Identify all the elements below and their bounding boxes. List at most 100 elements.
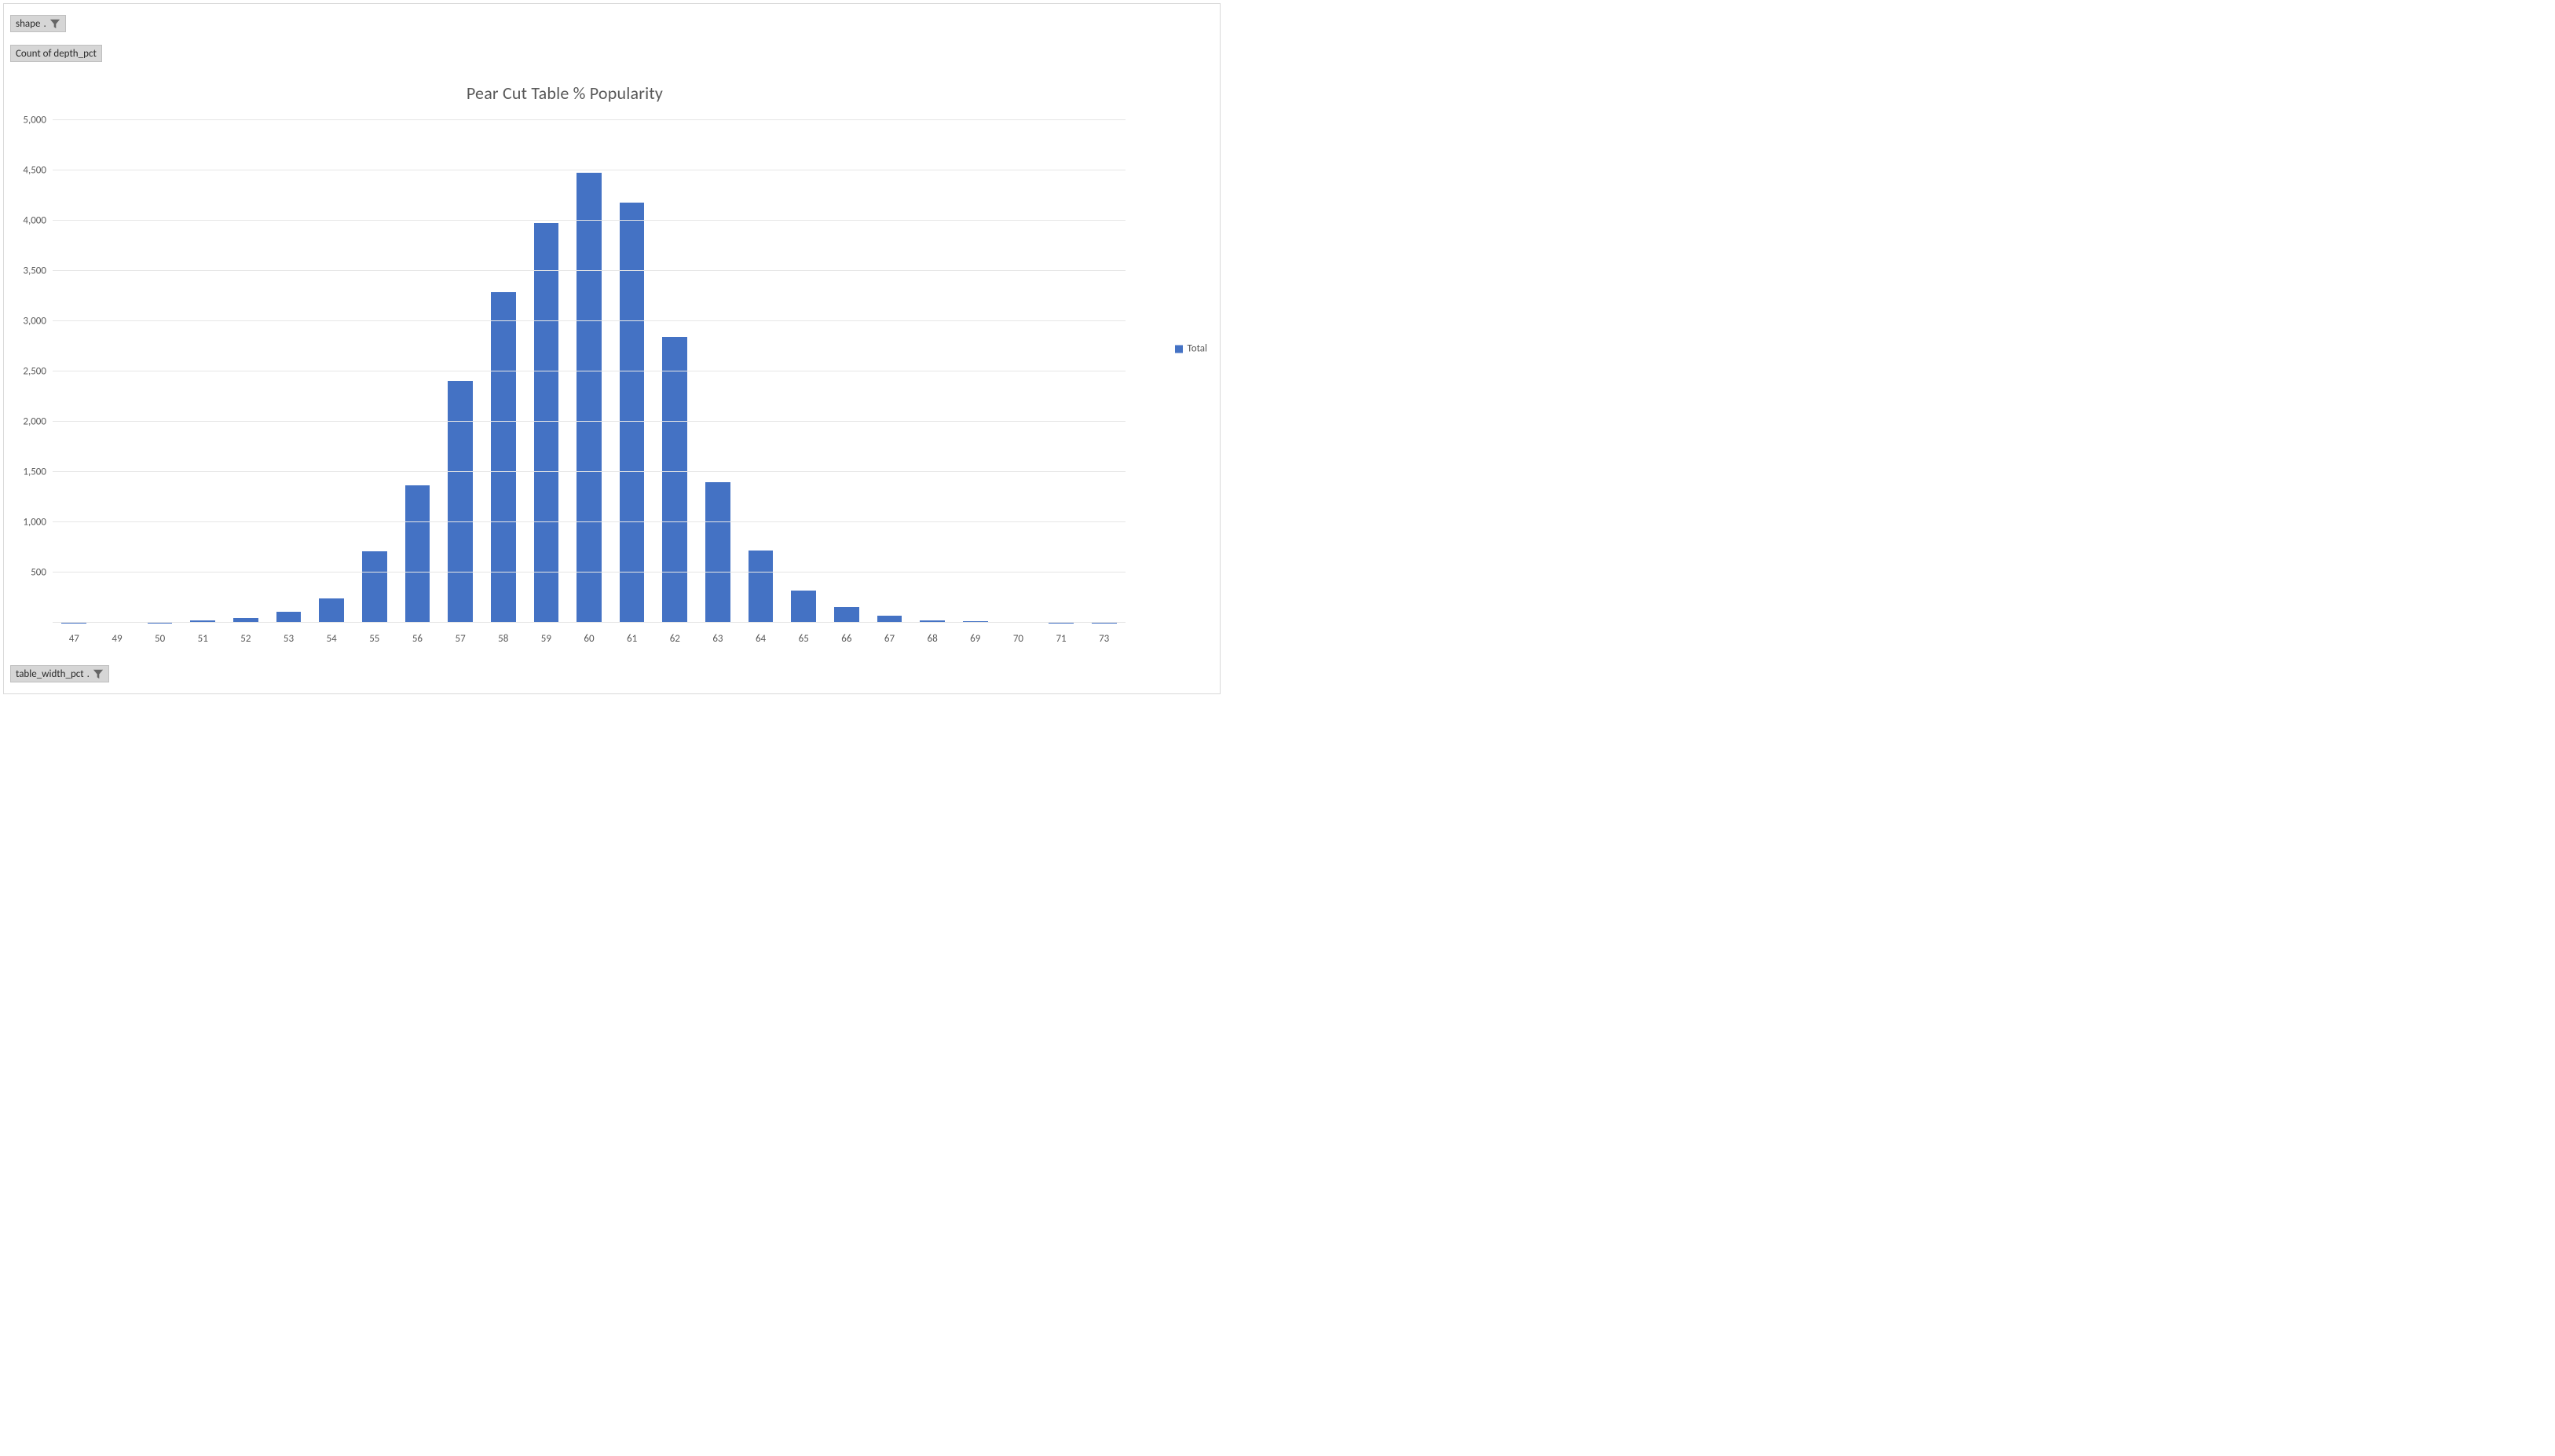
bar-slot [868, 120, 911, 623]
gridline [53, 421, 1126, 422]
x-tick-label: 69 [954, 633, 997, 645]
bar[interactable] [705, 482, 730, 623]
legend-swatch [1175, 345, 1183, 353]
bar-slot [825, 120, 869, 623]
x-tick-label: 60 [568, 633, 611, 645]
x-tick-label: 58 [481, 633, 525, 645]
legend-label: Total [1188, 343, 1207, 355]
bar-slot [439, 120, 482, 623]
separator: . [43, 18, 46, 30]
pivot-filter-shape-label: shape [16, 18, 40, 30]
x-tick-label: 57 [439, 633, 482, 645]
pivot-filter-shape[interactable]: shape . [10, 15, 66, 32]
bar-slot [310, 120, 353, 623]
legend: Total [1175, 343, 1207, 355]
y-tick-label: 1,000 [23, 517, 46, 529]
bar-slot [225, 120, 268, 623]
x-tick-label: 65 [782, 633, 825, 645]
x-tick-label: 49 [96, 633, 139, 645]
x-tick-label: 51 [181, 633, 225, 645]
y-tick-label: 2,500 [23, 366, 46, 378]
bar[interactable] [448, 381, 473, 623]
x-tick-label: 56 [396, 633, 439, 645]
chart-title: Pear Cut Table % Popularity [4, 82, 1126, 104]
x-tick-label: 61 [610, 633, 653, 645]
gridline [53, 622, 1126, 623]
y-tick-label: 500 [31, 567, 46, 579]
bar-slot [138, 120, 181, 623]
gridline [53, 119, 1126, 120]
bar-slot [1082, 120, 1126, 623]
bar-slot [525, 120, 568, 623]
y-tick-label: 2,000 [23, 416, 46, 428]
x-tick-label: 68 [911, 633, 954, 645]
bar-slot [353, 120, 396, 623]
bar[interactable] [620, 203, 645, 623]
bar-slot [568, 120, 611, 623]
gridline [53, 521, 1126, 522]
bar[interactable] [276, 612, 302, 623]
gridline [53, 320, 1126, 321]
chart-sheet: shape . Count of depth_pct table_width_p… [3, 3, 1221, 694]
plot-area: 5001,0001,5002,0002,5003,0003,5004,0004,… [53, 120, 1126, 623]
x-tick-label: 67 [868, 633, 911, 645]
bar[interactable] [791, 591, 816, 623]
y-tick-label: 5,000 [23, 115, 46, 126]
bar-slot [997, 120, 1040, 623]
x-tick-label: 50 [138, 633, 181, 645]
bar-slot [954, 120, 997, 623]
x-tick-label: 62 [653, 633, 697, 645]
filter-icon [49, 18, 60, 29]
bar-slot [1040, 120, 1083, 623]
pivot-value-field-label: Count of depth_pct [16, 48, 97, 60]
bar-slot [782, 120, 825, 623]
bar[interactable] [534, 223, 559, 623]
bar-slot [53, 120, 96, 623]
gridline [53, 220, 1126, 221]
bar-slot [653, 120, 697, 623]
pivot-axis-field[interactable]: table_width_pct . [10, 665, 109, 682]
bar[interactable] [405, 485, 430, 623]
y-tick-label: 1,500 [23, 466, 46, 478]
bar[interactable] [749, 551, 774, 623]
x-tick-label: 52 [225, 633, 268, 645]
bar[interactable] [362, 551, 387, 623]
bar[interactable] [662, 337, 687, 623]
x-tick-label: 70 [997, 633, 1040, 645]
x-tick-label: 71 [1040, 633, 1083, 645]
bar-slot [481, 120, 525, 623]
x-tick-label: 63 [697, 633, 740, 645]
y-tick-label: 4,500 [23, 165, 46, 177]
bar-slot [181, 120, 225, 623]
gridline [53, 572, 1126, 573]
x-axis-labels: 4749505152535455565758596061626364656667… [53, 633, 1126, 645]
y-tick-label: 4,000 [23, 215, 46, 227]
gridline [53, 471, 1126, 472]
filter-icon [93, 668, 104, 679]
bar[interactable] [319, 598, 344, 623]
x-tick-label: 53 [267, 633, 310, 645]
bar-slot [911, 120, 954, 623]
x-tick-label: 73 [1082, 633, 1126, 645]
bar[interactable] [577, 173, 602, 623]
bars-container [53, 120, 1126, 623]
x-tick-label: 66 [825, 633, 869, 645]
bar-slot [396, 120, 439, 623]
bar-slot [267, 120, 310, 623]
bar-slot [697, 120, 740, 623]
bar-slot [96, 120, 139, 623]
y-tick-label: 3,500 [23, 265, 46, 277]
bar[interactable] [834, 607, 859, 623]
x-tick-label: 47 [53, 633, 96, 645]
pivot-value-field[interactable]: Count of depth_pct [10, 45, 102, 62]
bar-slot [739, 120, 782, 623]
y-tick-label: 3,000 [23, 316, 46, 327]
x-tick-label: 59 [525, 633, 568, 645]
bar-slot [610, 120, 653, 623]
x-tick-label: 55 [353, 633, 396, 645]
bar[interactable] [491, 292, 516, 623]
x-tick-label: 54 [310, 633, 353, 645]
x-tick-label: 64 [739, 633, 782, 645]
gridline [53, 270, 1126, 271]
pivot-axis-field-label: table_width_pct [16, 668, 84, 680]
